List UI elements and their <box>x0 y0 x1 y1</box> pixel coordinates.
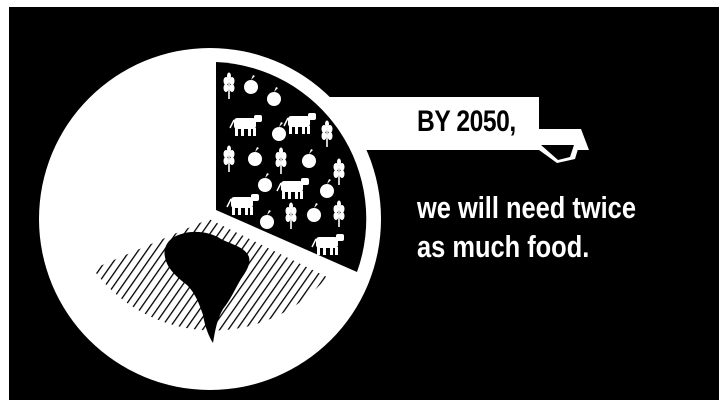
body-text: we will need twice as much food. <box>417 188 636 266</box>
pie-illustration <box>39 48 589 390</box>
food-wedge <box>216 62 367 272</box>
body-line-2: as much food. <box>417 229 590 264</box>
earth-continent-icon <box>164 231 250 343</box>
headline-text: BY 2050, <box>417 105 516 138</box>
infographic-panel: BY 2050, we will need twice as much food… <box>9 7 719 400</box>
body-line-1: we will need twice <box>417 190 636 225</box>
